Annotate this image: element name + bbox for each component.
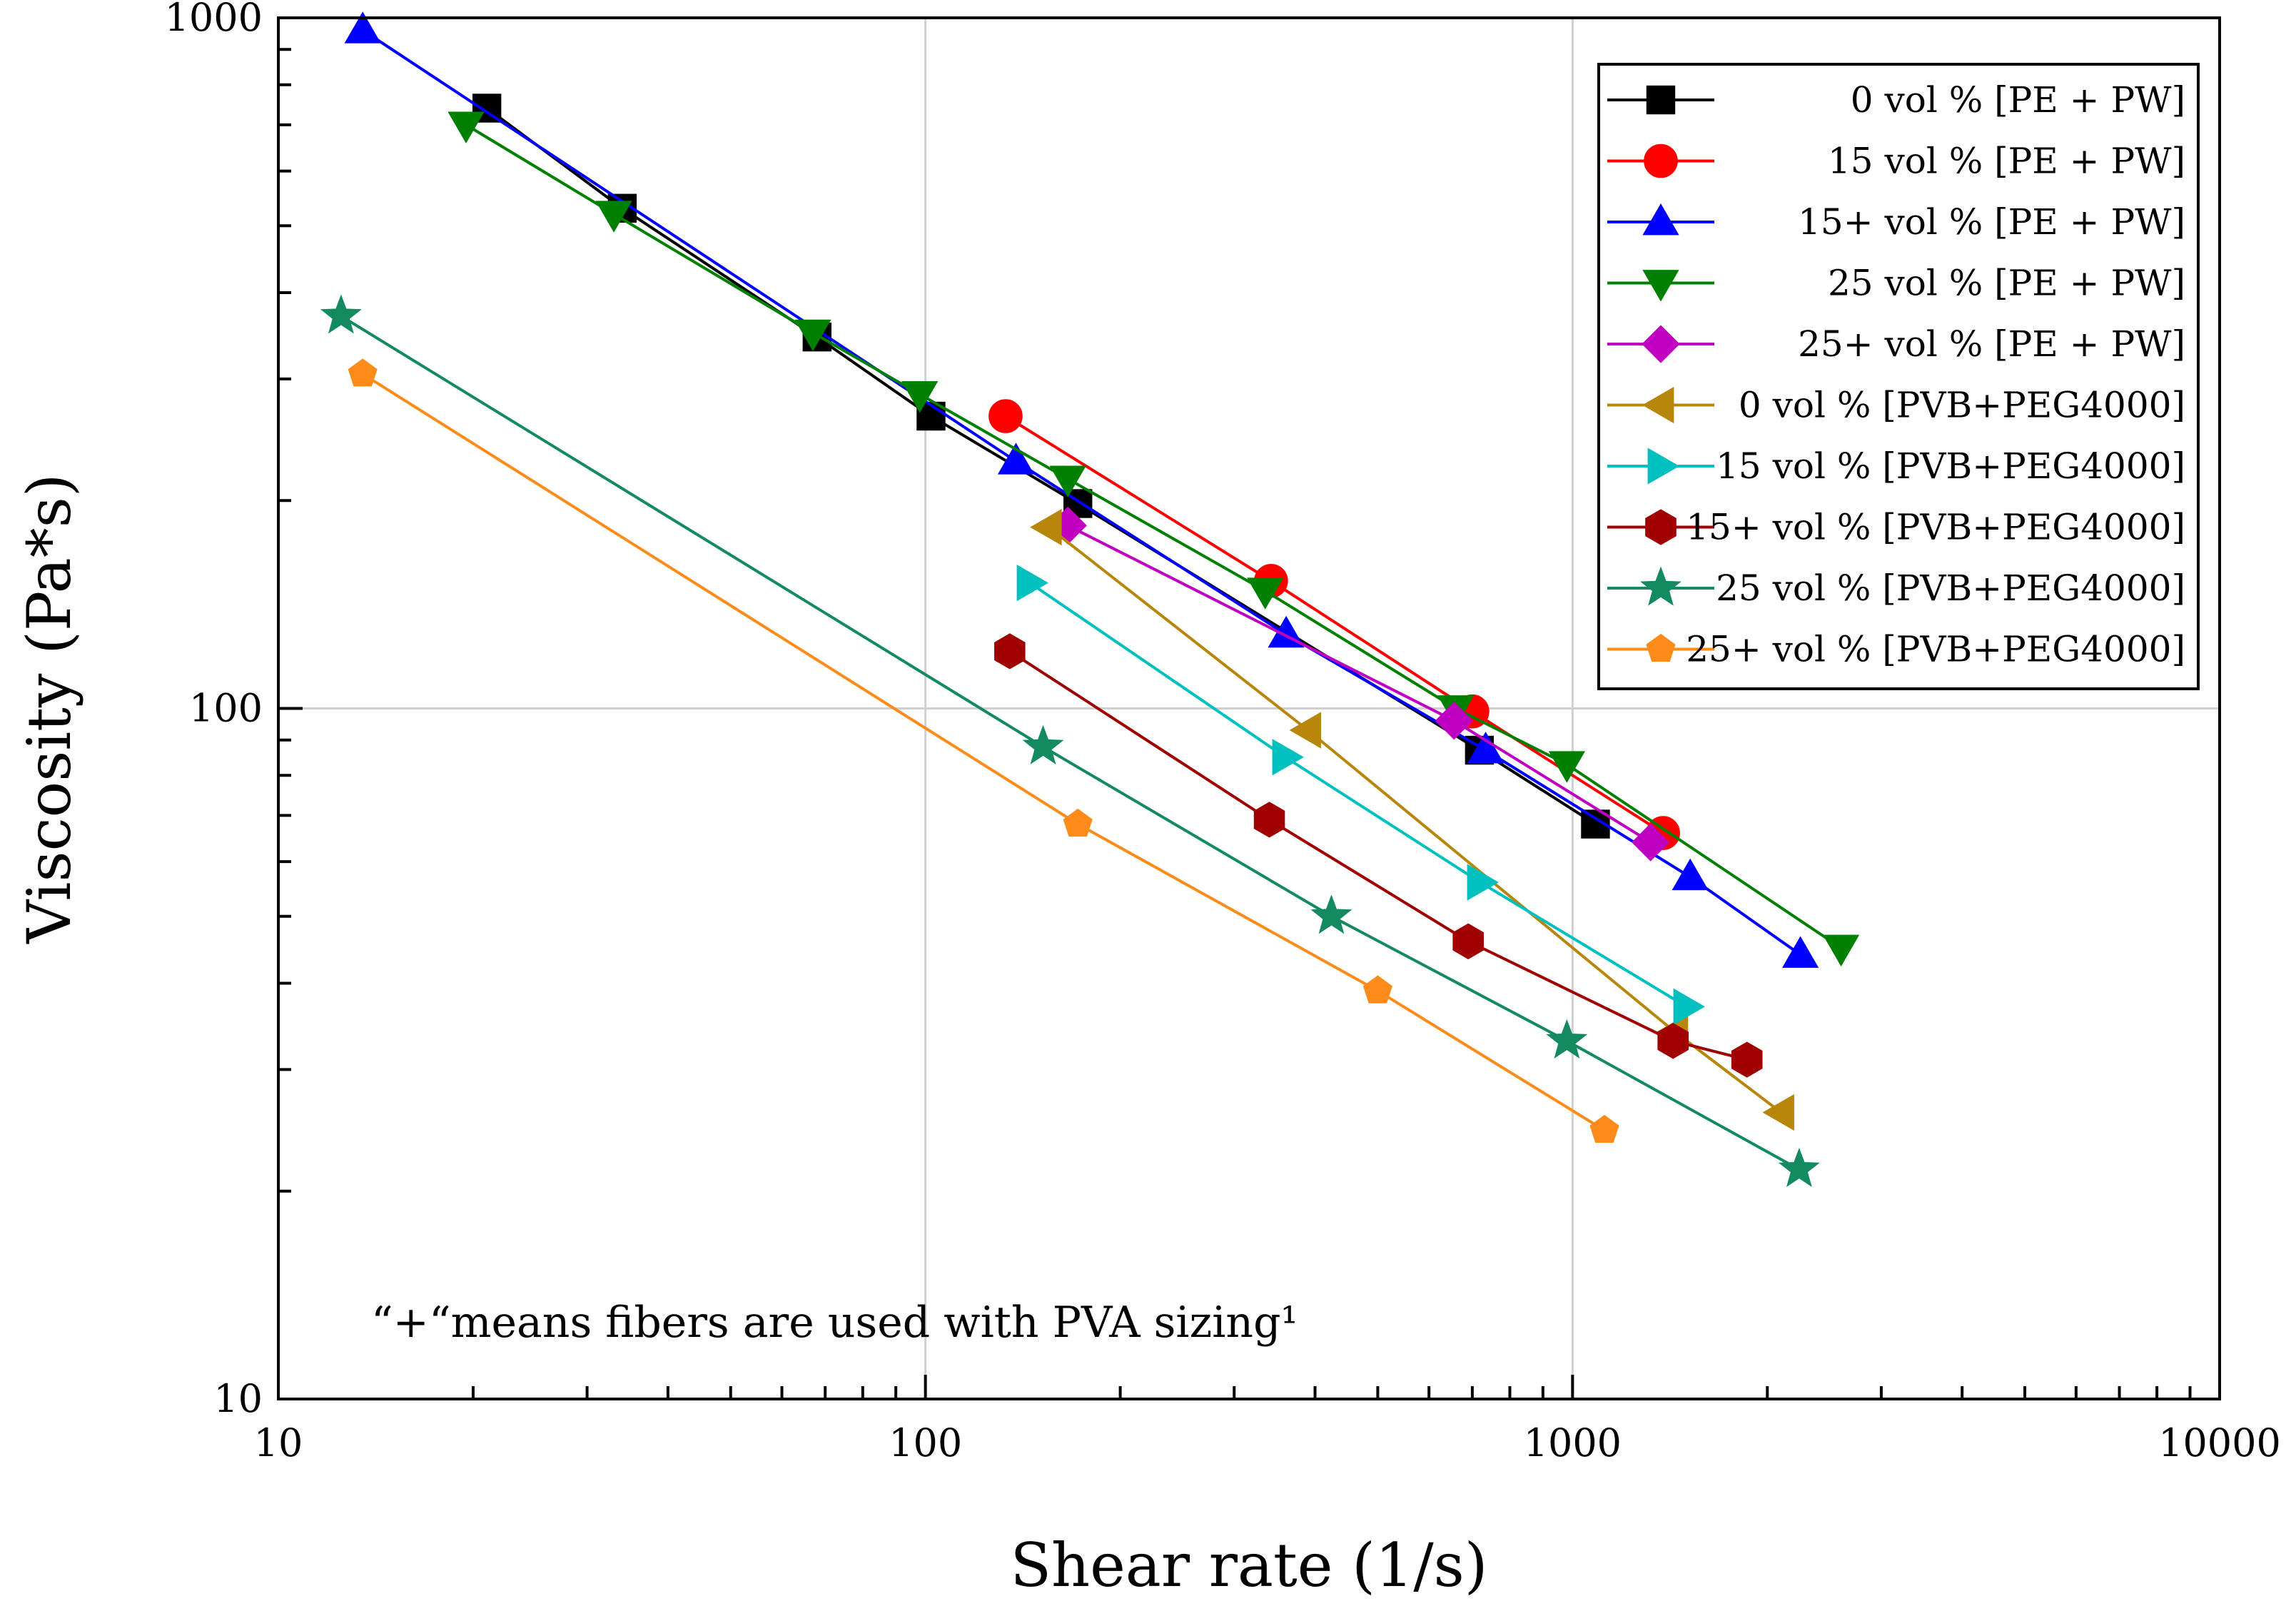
- data-point: [901, 381, 939, 413]
- data-point: [1467, 864, 1500, 901]
- legend-marker: [1642, 386, 1674, 424]
- series-6: [1016, 564, 1706, 1025]
- data-point: [1253, 802, 1285, 838]
- legend-entry: 15 vol % [PVB+PEG4000]: [1607, 445, 2185, 487]
- legend-entry: 15+ vol % [PVB+PEG4000]: [1607, 507, 2185, 548]
- legend-entry: 25+ vol % [PE + PW]: [1607, 323, 2185, 365]
- legend-marker: [1647, 448, 1680, 485]
- series-0: [472, 94, 1610, 839]
- data-point: [348, 358, 378, 387]
- series-line: [1067, 524, 1652, 844]
- legend-label: 0 vol % [PE + PW]: [1851, 79, 2185, 121]
- series-8: [320, 294, 1820, 1188]
- data-point: [320, 294, 362, 334]
- legend-marker: [1642, 203, 1679, 236]
- data-point: [988, 399, 1023, 433]
- y-tick-label: 10: [213, 1376, 263, 1421]
- data-point: [1778, 1147, 1820, 1188]
- data-point: [1452, 923, 1484, 959]
- data-point: [447, 111, 485, 143]
- data-point: [1548, 751, 1586, 783]
- data-point: [994, 633, 1026, 670]
- legend-marker: [1646, 85, 1676, 115]
- data-point: [1467, 731, 1504, 764]
- data-point: [1022, 724, 1064, 764]
- legend-entry: 25 vol % [PVB+PEG4000]: [1607, 566, 2185, 609]
- legend-entry: 15+ vol % [PE + PW]: [1607, 201, 2185, 243]
- data-point: [1731, 1041, 1763, 1078]
- data-point: [1632, 823, 1670, 862]
- data-point: [1310, 894, 1352, 934]
- series-line: [340, 315, 1800, 1171]
- data-point: [1362, 975, 1392, 1004]
- data-point: [1589, 1114, 1619, 1143]
- legend-marker: [1640, 566, 1681, 606]
- data-point: [1030, 508, 1062, 546]
- data-point: [1672, 858, 1709, 891]
- data-point: [1762, 1094, 1794, 1131]
- legend-entry: 25+ vol % [PVB+PEG4000]: [1607, 629, 2185, 670]
- legend-label: 15 vol % [PVB+PEG4000]: [1716, 445, 2185, 487]
- grid-layer: [278, 18, 2220, 1399]
- data-point: [1546, 1019, 1588, 1059]
- legend-box: [1597, 63, 2200, 690]
- legend-marker: [1645, 509, 1677, 545]
- data-point: [1063, 808, 1093, 837]
- x-tick-label: 10: [254, 1420, 303, 1465]
- legend: 0 vol % [PE + PW] 15 vol % [PE + PW] 15+ v…: [1597, 63, 2200, 690]
- legend-label: 25 vol % [PE + PW]: [1828, 263, 2185, 304]
- data-point: [1272, 739, 1305, 776]
- data-point: [595, 201, 632, 233]
- data-point: [1049, 465, 1086, 498]
- data-point: [794, 319, 831, 352]
- legend-entry: 15 vol % [PE + PW]: [1607, 141, 2185, 182]
- series-7: [994, 633, 1763, 1078]
- x-tick-label: 1000: [1524, 1420, 1622, 1465]
- series-layer: [320, 11, 1860, 1188]
- y-axis-title: Viscosity (Pa*s): [14, 473, 84, 944]
- x-tick-label: 10000: [2158, 1420, 2281, 1465]
- data-point: [344, 11, 381, 44]
- legend-marker: [1646, 633, 1676, 662]
- series-4: [1048, 506, 1670, 862]
- chart-note: “+“means fibers are used with PVA sizing…: [371, 1298, 1298, 1348]
- x-axis-title: Shear rate (1/s): [1010, 1530, 1487, 1600]
- legend-label: 25+ vol % [PVB+PEG4000]: [1686, 629, 2185, 670]
- legend-label: 15+ vol % [PE + PW]: [1798, 201, 2185, 243]
- x-tick-label: 100: [889, 1420, 962, 1465]
- data-point: [1781, 936, 1819, 968]
- series-9: [348, 358, 1619, 1143]
- legend-label: 25 vol % [PVB+PEG4000]: [1716, 567, 2185, 609]
- axes-layer: 10 100 1000 10000 10 100 1000: [165, 0, 2281, 1465]
- data-point: [1016, 564, 1049, 602]
- legend-label: 25+ vol % [PE + PW]: [1798, 323, 2185, 365]
- data-point: [1289, 712, 1321, 749]
- legend-entry: 0 vol % [PE + PW]: [1607, 79, 2185, 121]
- data-point: [1822, 934, 1860, 967]
- legend-marker: [1644, 143, 1678, 178]
- data-point: [1673, 988, 1706, 1025]
- y-tick-label: 1000: [165, 0, 263, 40]
- data-point: [1435, 702, 1473, 740]
- legend-entry: 0 vol % [PVB+PEG4000]: [1607, 385, 2185, 426]
- data-point: [1657, 1023, 1689, 1059]
- legend-label: 15+ vol % [PVB+PEG4000]: [1686, 507, 2185, 548]
- series-line: [362, 373, 1606, 1132]
- legend-marker: [1642, 325, 1680, 363]
- legend-entry: 25 vol % [PE + PW]: [1607, 263, 2185, 304]
- data-point: [997, 443, 1035, 475]
- series-line: [1028, 581, 1688, 1009]
- legend-label: 15 vol % [PE + PW]: [1828, 141, 2185, 182]
- legend-marker: [1642, 270, 1679, 302]
- legend-label: 0 vol % [PVB+PEG4000]: [1739, 385, 2185, 426]
- data-point: [1247, 577, 1284, 610]
- y-tick-label: 100: [189, 686, 263, 731]
